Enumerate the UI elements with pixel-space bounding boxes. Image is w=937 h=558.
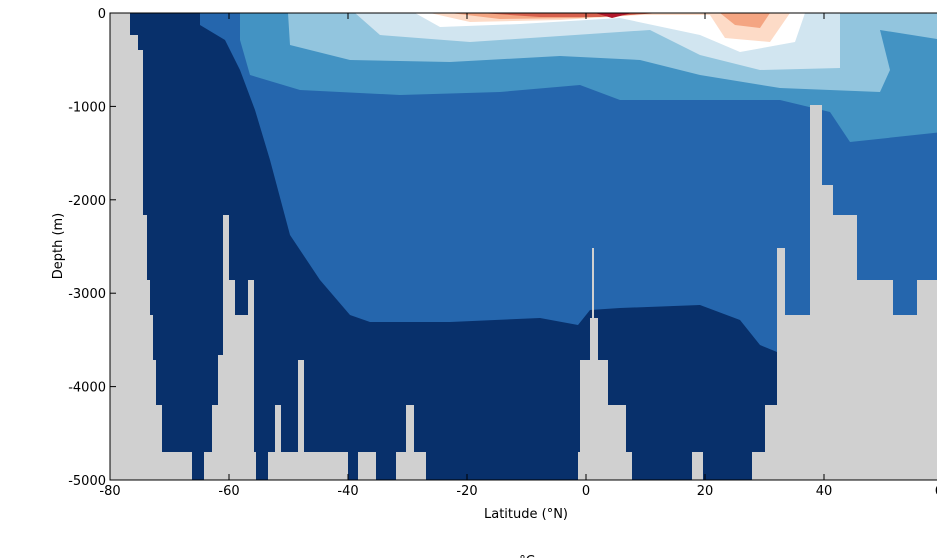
y-tick-label: -3000 <box>68 287 106 302</box>
x-tick-label: 0 <box>582 484 590 499</box>
contour-field <box>110 13 937 480</box>
y-tick-label: 0 <box>98 7 106 22</box>
plot-frame <box>109 12 937 481</box>
colorbar-label: °C <box>519 554 535 558</box>
y-tick-label: -2000 <box>68 194 106 209</box>
x-tick-label: -40 <box>337 484 358 499</box>
x-tick-label: 20 <box>697 484 714 499</box>
contour-band <box>430 13 790 42</box>
x-tick-label: 40 <box>816 484 833 499</box>
y-tick-label: -5000 <box>68 474 106 489</box>
y-tick-label: -4000 <box>68 381 106 396</box>
contour-band <box>415 13 805 52</box>
bathymetry <box>110 13 937 480</box>
x-tick-label: -80 <box>99 484 120 499</box>
x-tick-label: -20 <box>456 484 477 499</box>
contour-band <box>450 13 770 28</box>
x-tick-label: -60 <box>218 484 239 499</box>
x-tick-label: 60 <box>935 484 937 499</box>
x-axis-label: Latitude (°N) <box>484 507 568 522</box>
y-axis-label: Depth (m) <box>51 213 66 280</box>
y-tick-label: -1000 <box>68 100 106 115</box>
contour-band <box>200 13 937 480</box>
contour-band <box>595 13 632 18</box>
